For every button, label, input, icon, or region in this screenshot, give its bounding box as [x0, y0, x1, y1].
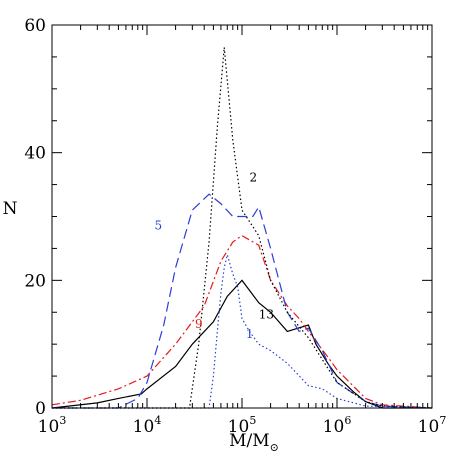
x-tick-label: 104 [133, 414, 162, 437]
series-line-2 [52, 47, 433, 409]
x-axis-label-main: M/M [229, 431, 270, 451]
series-label-1: 1 [246, 327, 254, 341]
y-axis-label: N [3, 199, 18, 219]
series-line-1 [52, 252, 433, 409]
x-axis-label: M/M⊙ [229, 431, 279, 454]
series-line-5 [52, 193, 433, 409]
series-layer [51, 47, 433, 409]
series-label-13: 13 [259, 308, 274, 322]
x-tick-label: 105 [228, 414, 257, 437]
x-tick-label: 106 [323, 414, 352, 437]
series-label-9: 9 [195, 317, 203, 331]
x-axis-label-subscript: ⊙ [270, 441, 279, 454]
series-line-9 [51, 234, 433, 409]
plot-frame [51, 24, 433, 409]
y-tick-label: 40 [24, 144, 46, 164]
y-tick-label: 0 [35, 399, 46, 419]
y-tick-label: 20 [24, 271, 46, 291]
series-label-2: 2 [250, 170, 258, 184]
x-tick-label: 107 [418, 414, 447, 437]
y-tick-label: 60 [24, 16, 46, 36]
series-label-5: 5 [155, 218, 163, 232]
series-line-13 [51, 279, 432, 409]
x-tick-label: 103 [38, 414, 67, 437]
labels-layer: 0 20 40 60 103 104 105 106 107 13 9 5 2 1 [24, 16, 446, 437]
